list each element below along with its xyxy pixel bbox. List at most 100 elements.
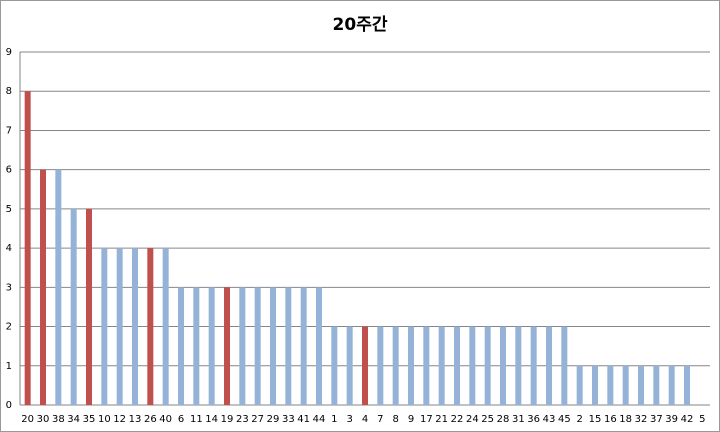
bar: [362, 326, 368, 405]
x-tick-label: 23: [236, 414, 249, 425]
bar: [653, 365, 660, 405]
bar: [423, 326, 430, 405]
bar: [316, 287, 322, 405]
x-tick-label: 31: [512, 414, 525, 425]
bar: [684, 365, 690, 405]
bar: [561, 326, 568, 405]
x-tick-label: 30: [37, 414, 50, 425]
x-tick-label: 20: [21, 414, 34, 425]
x-tick-label: 17: [420, 414, 433, 425]
bar: [239, 287, 246, 405]
x-tick-label: 7: [377, 414, 383, 425]
x-tick-label: 32: [635, 414, 648, 425]
y-tick-label: 6: [6, 165, 12, 176]
bar: [454, 326, 460, 405]
x-tick-label: 5: [699, 414, 705, 425]
x-tick-label: 16: [604, 414, 617, 425]
x-tick-label: 36: [527, 414, 540, 425]
bar: [70, 208, 77, 405]
y-tick-label: 8: [6, 86, 12, 97]
x-tick-label: 19: [221, 414, 234, 425]
bar: [254, 287, 261, 405]
y-tick-label: 0: [6, 400, 12, 411]
x-tick-label: 43: [543, 414, 556, 425]
x-tick-label: 42: [681, 414, 694, 425]
x-tick-label: 18: [619, 414, 632, 425]
bar: [132, 248, 138, 405]
bar: [346, 326, 353, 405]
x-tick-label: 26: [144, 414, 157, 425]
x-tick-label: 35: [83, 414, 96, 425]
x-tick-label: 9: [408, 414, 414, 425]
bar: [331, 326, 338, 405]
bar: [193, 287, 200, 405]
y-tick-label: 4: [6, 243, 12, 254]
bar: [24, 91, 31, 405]
x-tick-label: 12: [113, 414, 126, 425]
bar: [162, 248, 169, 405]
bar: [300, 287, 307, 405]
x-tick-label: 10: [98, 414, 111, 425]
x-tick-label: 37: [650, 414, 663, 425]
chart-title: 20주간: [333, 15, 388, 35]
x-tick-label: 4: [362, 414, 368, 425]
x-tick-label: 44: [313, 414, 326, 425]
bar: [392, 326, 399, 405]
x-tick-label: 34: [67, 414, 80, 425]
bar: [500, 326, 506, 405]
x-tick-label: 39: [665, 414, 678, 425]
bar: [208, 287, 215, 405]
y-tick-label: 3: [6, 282, 12, 293]
bar: [270, 287, 276, 405]
bar: [408, 326, 414, 405]
x-tick-label: 13: [129, 414, 142, 425]
x-tick-label: 1: [331, 414, 337, 425]
bar: [546, 326, 552, 405]
x-tick-label: 24: [466, 414, 479, 425]
x-tick-label: 28: [497, 414, 510, 425]
y-tick-label: 5: [6, 204, 12, 215]
x-tick-label: 8: [392, 414, 398, 425]
x-tick-label: 33: [282, 414, 295, 425]
bar: [607, 365, 614, 405]
bar: [377, 326, 384, 405]
x-tick-label: 14: [205, 414, 218, 425]
x-tick-label: 45: [558, 414, 571, 425]
x-tick-label: 15: [589, 414, 602, 425]
bar: [484, 326, 491, 405]
bar: [530, 326, 537, 405]
bar: [101, 248, 108, 405]
y-tick-label: 2: [6, 322, 12, 333]
bar: [285, 287, 292, 405]
x-tick-label: 25: [481, 414, 494, 425]
y-tick-label: 1: [6, 361, 12, 372]
bar: [55, 169, 62, 405]
bar: [576, 365, 583, 405]
x-tick-label: 11: [190, 414, 203, 425]
bar: [224, 287, 230, 405]
bar: [515, 326, 522, 405]
bar: [592, 365, 598, 405]
x-tick-label: 6: [178, 414, 184, 425]
bar: [622, 365, 629, 405]
bar: [40, 169, 46, 405]
x-tick-label: 40: [159, 414, 172, 425]
x-tick-label: 3: [346, 414, 352, 425]
bar: [147, 248, 154, 405]
bar: [469, 326, 476, 405]
bar: [668, 365, 675, 405]
x-tick-label: 22: [451, 414, 464, 425]
x-tick-label: 41: [297, 414, 310, 425]
x-tick-label: 38: [52, 414, 65, 425]
bar: [638, 365, 644, 405]
bar: [86, 208, 92, 405]
y-tick-label: 9: [6, 47, 12, 58]
bar: [438, 326, 445, 405]
x-tick-label: 27: [251, 414, 264, 425]
x-tick-label: 2: [576, 414, 582, 425]
bar: [116, 248, 123, 405]
y-tick-label: 7: [6, 125, 12, 136]
x-tick-label: 21: [435, 414, 448, 425]
x-tick-label: 29: [267, 414, 280, 425]
